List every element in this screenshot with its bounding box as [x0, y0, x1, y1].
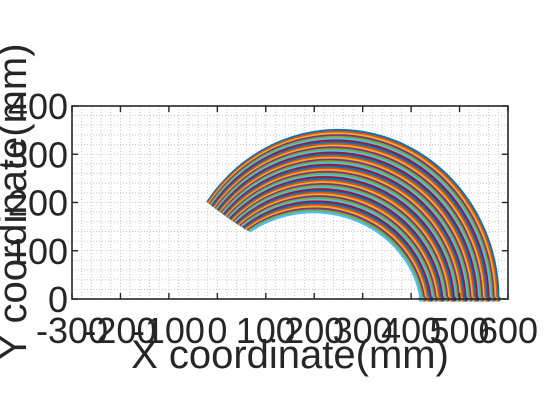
series-line — [244, 203, 429, 300]
tick-labels: -300-200-100 0 100200300400500600010020030… — [8, 86, 538, 351]
series-line — [246, 207, 426, 300]
series-line — [228, 175, 455, 300]
x-tick-label: 300 — [333, 310, 393, 351]
series-line — [207, 132, 497, 300]
series-line — [218, 155, 475, 300]
series-line — [222, 163, 467, 300]
series-line — [229, 177, 454, 300]
x-tick-label: -300 — [36, 310, 108, 351]
series-line — [247, 209, 424, 300]
series-line — [231, 181, 450, 300]
series-line — [217, 153, 477, 300]
x-tick-label: 400 — [381, 310, 441, 351]
series-line — [224, 167, 464, 300]
series-line — [214, 146, 483, 300]
series-line — [226, 170, 460, 300]
y-tick-label: 200 — [8, 183, 68, 224]
series-line — [216, 149, 480, 300]
series-line — [209, 135, 493, 300]
x-tick-label: -200 — [84, 310, 156, 351]
y-tick-label: 0 — [48, 279, 68, 320]
series-line — [238, 193, 439, 300]
series-line — [241, 198, 434, 300]
series-line — [216, 151, 479, 300]
series-line — [249, 210, 422, 300]
series-line — [213, 144, 485, 300]
series-line — [236, 189, 442, 300]
series-line — [219, 156, 474, 300]
series-line — [237, 191, 441, 300]
series-line — [243, 202, 431, 300]
series-line — [228, 174, 457, 300]
series-line — [221, 162, 469, 300]
y-axis-label: Y coordinate(mm) — [0, 43, 35, 360]
series-line — [232, 182, 449, 300]
series-line — [227, 172, 459, 300]
series-line — [245, 205, 427, 300]
series-line — [221, 160, 470, 300]
series-line — [215, 148, 482, 300]
series-line — [207, 130, 498, 300]
series-line — [212, 142, 487, 300]
series-line — [230, 179, 452, 300]
x-tick-label: -100 — [133, 310, 205, 351]
series-line — [242, 200, 432, 300]
series-line — [208, 134, 495, 300]
series-line — [210, 137, 492, 300]
series-line — [239, 195, 437, 300]
series-line — [240, 196, 436, 300]
x-tick-label: 200 — [284, 310, 344, 351]
series-line — [235, 188, 444, 300]
series-line — [220, 158, 472, 300]
series-line — [225, 169, 462, 300]
series-line — [206, 128, 500, 300]
series-line — [233, 184, 447, 300]
series-line — [223, 165, 465, 300]
series-group — [206, 128, 501, 302]
series-line — [211, 139, 490, 300]
y-tick-label: 100 — [8, 231, 68, 272]
series-line — [234, 186, 446, 300]
y-tick-label: 400 — [8, 86, 68, 127]
series-line — [211, 141, 488, 300]
axes — [71, 105, 509, 300]
x-tick-label: 0 — [207, 310, 227, 351]
x-tick-label: 500 — [430, 310, 490, 351]
x-tick-label: 600 — [478, 310, 538, 351]
x-tick-label: 100 — [236, 310, 296, 351]
x-axis-label: X coordinate(mm) — [131, 333, 449, 377]
y-tick-label: 300 — [8, 134, 68, 175]
